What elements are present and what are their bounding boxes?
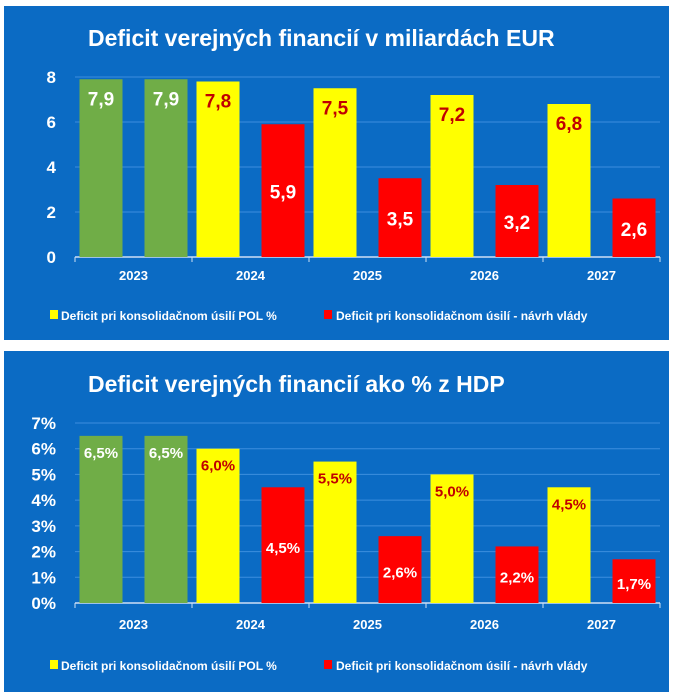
bar-2026-series-2 xyxy=(495,546,539,603)
data-label: 1,7% xyxy=(617,576,651,593)
x-tick-label: 2024 xyxy=(236,617,266,632)
chart-1: Deficit verejných financií v miliardách … xyxy=(4,6,669,340)
legend-label-2: Deficit pri konsolidačnom úsilí - návrh … xyxy=(336,309,588,323)
chart-title: Deficit verejných financií ako % z HDP xyxy=(88,371,505,397)
legend-swatch-red xyxy=(324,310,332,319)
y-tick-label: 1% xyxy=(31,568,56,587)
x-tick-label: 2026 xyxy=(470,617,499,632)
y-tick-label: 6 xyxy=(47,113,56,132)
data-label: 5,0% xyxy=(435,483,469,500)
x-tick-label: 2027 xyxy=(587,268,616,283)
bar-2025-series-2 xyxy=(378,178,422,257)
chart-title: Deficit verejných financií v miliardách … xyxy=(88,25,555,51)
data-label: 7,5 xyxy=(322,98,349,119)
y-tick-label: 0 xyxy=(47,248,56,267)
legend-swatch-yellow xyxy=(50,660,58,669)
bar-2027-series-2 xyxy=(612,559,656,603)
x-tick-label: 2023 xyxy=(119,617,148,632)
bar-2027-series-2 xyxy=(612,198,656,257)
data-label: 5,9 xyxy=(270,183,296,204)
chart-2: Deficit verejných financií ako % z HDP 0%… xyxy=(4,351,669,692)
data-label: 2,6 xyxy=(621,220,647,241)
legend-swatch-red xyxy=(324,660,332,669)
bar-2023-series-2 xyxy=(144,435,188,603)
y-tick-label: 4 xyxy=(47,158,57,177)
bar-2027-series-1 xyxy=(547,104,591,257)
data-label: 3,5 xyxy=(387,210,414,231)
x-tick-label: 2026 xyxy=(470,268,499,283)
x-tick-label: 2027 xyxy=(587,617,616,632)
data-label: 2,2% xyxy=(500,570,534,587)
data-label: 5,5% xyxy=(318,471,352,488)
data-label: 6,5% xyxy=(84,445,118,462)
legend-label-1: Deficit pri konsolidačnom úsilí POL % xyxy=(61,659,277,673)
bar-2027-series-1 xyxy=(547,487,591,603)
data-label: 7,2 xyxy=(439,105,465,126)
bar-2023-series-1 xyxy=(79,435,123,603)
bar-2025-series-2 xyxy=(378,536,422,603)
bar-2023-series-2 xyxy=(144,79,188,257)
y-tick-label: 3% xyxy=(31,517,56,536)
data-label: 7,9 xyxy=(88,89,114,110)
data-label: 7,9 xyxy=(153,89,179,110)
bar-2025-series-1 xyxy=(313,88,357,257)
x-tick-label: 2024 xyxy=(236,268,266,283)
x-tick-label: 2025 xyxy=(353,268,382,283)
y-tick-label: 6% xyxy=(31,440,56,459)
data-label: 6,8 xyxy=(556,114,582,135)
data-label: 6,0% xyxy=(201,458,235,475)
y-tick-label: 2 xyxy=(47,203,56,222)
bar-2026-series-1 xyxy=(430,95,474,257)
bar-2024-series-2 xyxy=(261,487,305,603)
data-label: 6,5% xyxy=(149,445,183,462)
x-tick-label: 2023 xyxy=(119,268,148,283)
data-label: 4,5% xyxy=(552,496,586,513)
bar-2024-series-1 xyxy=(196,81,240,257)
y-tick-label: 0% xyxy=(31,594,56,613)
data-label: 7,8 xyxy=(205,92,231,113)
y-tick-label: 8 xyxy=(47,68,56,87)
y-tick-label: 2% xyxy=(31,543,56,562)
bar-2025-series-1 xyxy=(313,461,357,603)
legend-label-2: Deficit pri konsolidačnom úsilí - návrh … xyxy=(336,659,588,673)
data-label: 3,2 xyxy=(504,213,530,234)
bar-2024-series-1 xyxy=(196,448,240,603)
bar-2026-series-1 xyxy=(430,474,474,603)
bar-2026-series-2 xyxy=(495,185,539,257)
bar-2024-series-2 xyxy=(261,124,305,257)
bar-2023-series-1 xyxy=(79,79,123,257)
y-tick-label: 4% xyxy=(31,491,56,510)
data-label: 4,5% xyxy=(266,540,300,557)
legend-label-1: Deficit pri konsolidačnom úsilí POL % xyxy=(61,309,277,323)
data-label: 2,6% xyxy=(383,565,417,582)
y-tick-label: 7% xyxy=(31,414,56,433)
x-tick-label: 2025 xyxy=(353,617,382,632)
legend-swatch-yellow xyxy=(50,310,58,319)
y-tick-label: 5% xyxy=(31,465,56,484)
